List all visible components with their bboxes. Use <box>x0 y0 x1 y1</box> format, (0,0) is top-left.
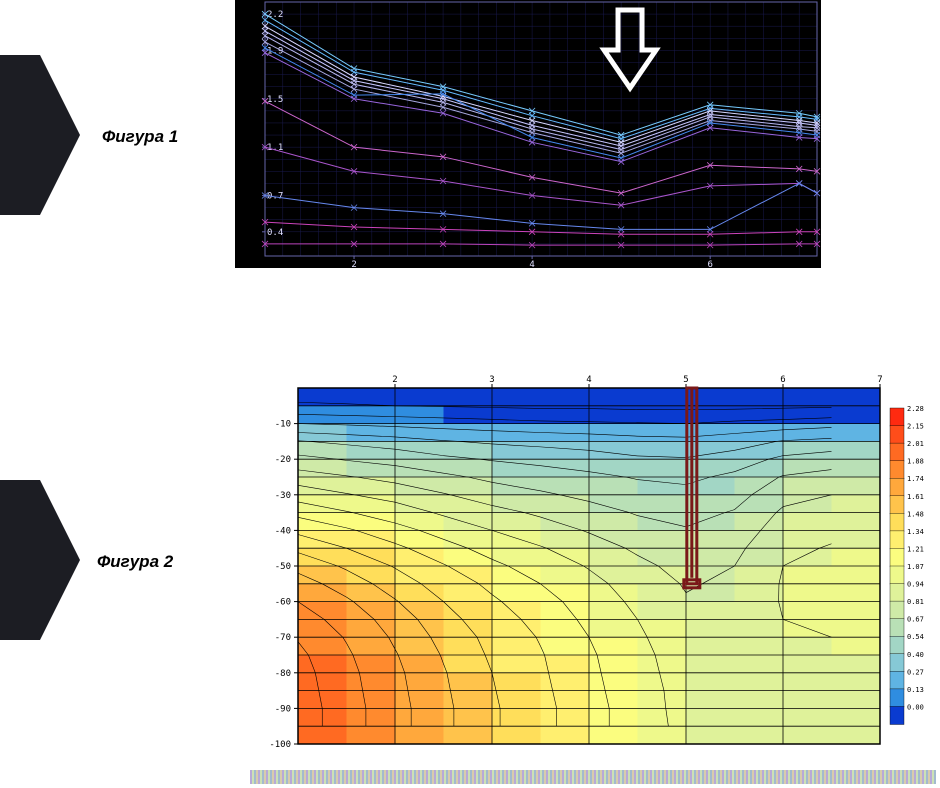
heatmap-chart: 2 3 4 5 6 7 -10 -20 -30 -40 -50 -60 -70 -80 -90 -100 2.… <box>250 370 936 750</box>
figure1-label: Фигура 1 <box>102 127 178 147</box>
svg-text:0.81: 0.81 <box>907 598 924 606</box>
svg-text:2: 2 <box>351 260 356 268</box>
svg-text:3: 3 <box>489 375 494 385</box>
svg-text:-30: -30 <box>275 491 291 501</box>
svg-text:-20: -20 <box>275 455 291 465</box>
svg-text:5: 5 <box>683 375 688 385</box>
svg-text:0.00: 0.00 <box>907 703 924 711</box>
svg-text:1.88: 1.88 <box>907 458 924 466</box>
line-chart-svg: 0.40.71.11.51.92.2246 <box>235 0 821 268</box>
svg-text:-100: -100 <box>269 740 291 750</box>
figure2-label: Фигура 2 <box>97 552 173 572</box>
svg-text:1.21: 1.21 <box>907 545 924 553</box>
svg-text:1.61: 1.61 <box>907 493 924 501</box>
svg-text:-70: -70 <box>275 633 291 643</box>
svg-text:2.01: 2.01 <box>907 440 924 448</box>
line-chart: 0.40.71.11.51.92.2246 <box>235 0 821 268</box>
svg-text:0.67: 0.67 <box>907 616 924 624</box>
svg-text:1.34: 1.34 <box>907 528 924 536</box>
svg-text:2.28: 2.28 <box>907 405 924 413</box>
svg-text:2.15: 2.15 <box>907 423 924 431</box>
svg-text:0.13: 0.13 <box>907 686 924 694</box>
svg-text:2: 2 <box>392 375 397 385</box>
heatmap-svg: 2 3 4 5 6 7 -10 -20 -30 -40 -50 -60 -70 -80 -90 -100 2.… <box>250 370 936 750</box>
svg-text:1.07: 1.07 <box>907 563 924 571</box>
svg-text:-50: -50 <box>275 562 291 572</box>
svg-text:1.48: 1.48 <box>907 510 924 518</box>
decor-strip <box>250 770 936 784</box>
svg-text:0.27: 0.27 <box>907 668 924 676</box>
chevron-decor-1 <box>0 55 80 215</box>
svg-text:7: 7 <box>877 375 882 385</box>
chevron-decor-2 <box>0 480 80 640</box>
svg-text:2.2: 2.2 <box>267 10 283 20</box>
svg-text:6: 6 <box>780 375 785 385</box>
svg-text:0.94: 0.94 <box>907 581 924 589</box>
svg-text:-80: -80 <box>275 669 291 679</box>
svg-text:4: 4 <box>586 375 591 385</box>
svg-text:0.4: 0.4 <box>267 228 283 238</box>
svg-text:0.54: 0.54 <box>907 633 924 641</box>
svg-text:1.74: 1.74 <box>907 475 924 483</box>
svg-text:-40: -40 <box>275 526 291 536</box>
svg-text:-60: -60 <box>275 598 291 608</box>
svg-text:-90: -90 <box>275 704 291 714</box>
svg-text:4: 4 <box>529 260 534 268</box>
svg-text:-10: -10 <box>275 420 291 430</box>
svg-text:0.40: 0.40 <box>907 651 924 659</box>
svg-text:6: 6 <box>707 260 712 268</box>
